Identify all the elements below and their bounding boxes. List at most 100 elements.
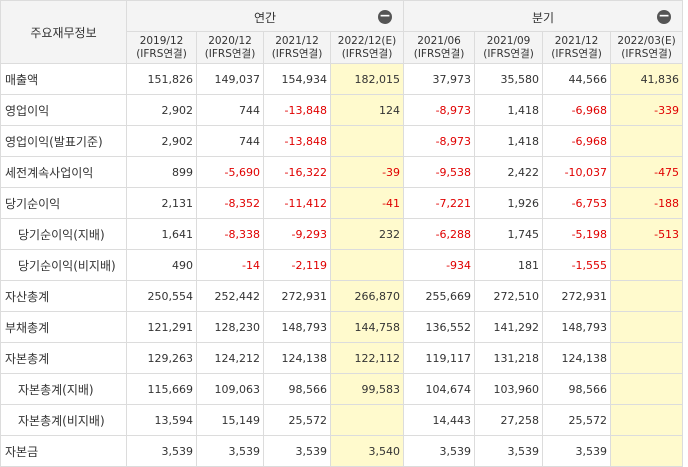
- period-header-estimate: 2022/03(E) (IFRS연결): [610, 31, 684, 64]
- estimate-cell: 266,870: [329, 280, 405, 312]
- period-header: 2021/06 (IFRS연결): [403, 31, 476, 64]
- row-label: 매출액: [0, 63, 127, 95]
- period-date: 2021/12: [554, 34, 599, 47]
- value-cell: 25,572: [263, 404, 331, 436]
- value-cell: 131,218: [474, 342, 544, 374]
- value-cell: -9,293: [263, 218, 331, 250]
- value-cell: 121,291: [126, 311, 197, 343]
- period-basis: (IFRS연결): [621, 47, 672, 60]
- row-label: 영업이익(발표기준): [0, 125, 127, 157]
- value-cell: 3,539: [126, 435, 197, 467]
- row-label: 당기순이익(비지배): [0, 249, 127, 281]
- collapse-annual-icon[interactable]: −: [378, 8, 393, 24]
- table-row: 당기순이익(지배) 1,641 -8,338 -9,293 232 -6,288 1,745…: [0, 218, 684, 250]
- row-label: 자본총계(지배): [0, 373, 127, 405]
- period-basis: (IFRS연결): [341, 47, 393, 60]
- value-cell: 272,931: [263, 280, 331, 312]
- estimate-cell: [610, 280, 684, 312]
- table-row: 세전계속사업이익 899 -5,690 -16,322 -39 -9,538 2,422 -1…: [0, 156, 684, 188]
- value-cell: -934: [403, 249, 476, 281]
- quarter-header: 분기 −: [403, 0, 684, 32]
- row-label: 자산총계: [0, 280, 127, 312]
- header-group-row: 주요재무정보 연간 − 분기 −: [0, 0, 684, 64]
- value-cell: 124,138: [263, 342, 331, 374]
- period-header: 2020/12 (IFRS연결): [196, 31, 264, 64]
- collapse-quarter-icon[interactable]: −: [657, 8, 672, 24]
- value-cell: 181: [474, 249, 544, 281]
- row-label: 자본금: [0, 435, 127, 467]
- table-row: 당기순이익(비지배) 490 -14 -2,119 -934 181 -1,555: [0, 249, 684, 281]
- value-cell: 3,539: [474, 435, 544, 467]
- estimate-cell: 232: [329, 218, 405, 250]
- value-cell: 128,230: [196, 311, 264, 343]
- table-row: 영업이익 2,902 744 -13,848 124 -8,973 1,418 -6,968-…: [0, 94, 684, 126]
- row-label: 당기순이익: [0, 187, 127, 219]
- value-cell: -16,322: [263, 156, 331, 188]
- estimate-cell: [610, 125, 684, 157]
- value-cell: 103,960: [474, 373, 544, 405]
- estimate-cell: [610, 404, 684, 436]
- value-cell: 14,443: [403, 404, 476, 436]
- estimate-cell: -475: [610, 156, 684, 188]
- value-cell: 25,572: [542, 404, 612, 436]
- row-label: 자본총계: [0, 342, 127, 374]
- period-header: 2021/09 (IFRS연결): [474, 31, 544, 64]
- estimate-cell: [610, 373, 684, 405]
- row-label: 영업이익: [0, 94, 127, 126]
- period-header-estimate: 2022/12(E) (IFRS연결): [329, 31, 405, 64]
- value-cell: 2,131: [126, 187, 197, 219]
- estimate-cell: -339: [610, 94, 684, 126]
- period-date: 2022/12(E): [337, 34, 397, 47]
- value-cell: 250,554: [126, 280, 197, 312]
- value-cell: 1,418: [474, 94, 544, 126]
- value-cell: 37,973: [403, 63, 476, 95]
- value-cell: -5,690: [196, 156, 264, 188]
- value-cell: -6,288: [403, 218, 476, 250]
- value-cell: 124,138: [542, 342, 612, 374]
- value-cell: 119,117: [403, 342, 476, 374]
- value-cell: 2,902: [126, 125, 197, 157]
- period-basis: (IFRS연결): [271, 47, 323, 60]
- estimate-cell: [610, 435, 684, 467]
- period-date: 2019/12: [139, 34, 184, 47]
- value-cell: 129,263: [126, 342, 197, 374]
- table-row: 당기순이익 2,131 -8,352 -11,412 -41 -7,221 1,926 -6,…: [0, 187, 684, 219]
- value-cell: 148,793: [263, 311, 331, 343]
- value-cell: 3,539: [196, 435, 264, 467]
- value-cell: 151,826: [126, 63, 197, 95]
- value-cell: -7,221: [403, 187, 476, 219]
- value-cell: 1,745: [474, 218, 544, 250]
- value-cell: 98,566: [263, 373, 331, 405]
- value-cell: 3,539: [542, 435, 612, 467]
- value-cell: 148,793: [542, 311, 612, 343]
- value-cell: 27,258: [474, 404, 544, 436]
- value-cell: 13,594: [126, 404, 197, 436]
- header-period-row: 2019/12 (IFRS연결) 2020/12 (IFRS연결) 2021/12(…: [1, 31, 684, 64]
- table-row: 매출액 151,826 149,037 154,934 182,015 37,973 35,…: [0, 63, 684, 95]
- value-cell: 35,580: [474, 63, 544, 95]
- value-cell: 15,149: [196, 404, 264, 436]
- value-cell: -5,198: [542, 218, 612, 250]
- estimate-cell: [329, 404, 405, 436]
- period-date: 2021/06: [417, 34, 461, 47]
- value-cell: -1,555: [542, 249, 612, 281]
- estimate-cell: 182,015: [329, 63, 405, 95]
- value-cell: 1,926: [474, 187, 544, 219]
- period-header: 2021/12 (IFRS연결): [263, 31, 331, 64]
- value-cell: 255,669: [403, 280, 476, 312]
- value-cell: -11,412: [263, 187, 331, 219]
- period-basis: (IFRS연결): [204, 47, 256, 60]
- value-cell: -6,968: [542, 125, 612, 157]
- value-cell: -13,848: [263, 94, 331, 126]
- table-row: 자본금 3,539 3,539 3,539 3,540 3,539 3,539 3,539: [0, 435, 684, 467]
- period-header: 2019/12 (IFRS연결): [126, 31, 197, 64]
- value-cell: -8,973: [403, 125, 476, 157]
- table-row: 자본총계 129,263 124,212 124,138 122,112 119,117 1…: [0, 342, 684, 374]
- value-cell: 899: [126, 156, 197, 188]
- table-corner-label: 주요재무정보: [0, 0, 127, 64]
- value-cell: -6,968: [542, 94, 612, 126]
- value-cell: 252,442: [196, 280, 264, 312]
- value-cell: 744: [196, 125, 264, 157]
- quarter-title: 분기: [532, 10, 555, 25]
